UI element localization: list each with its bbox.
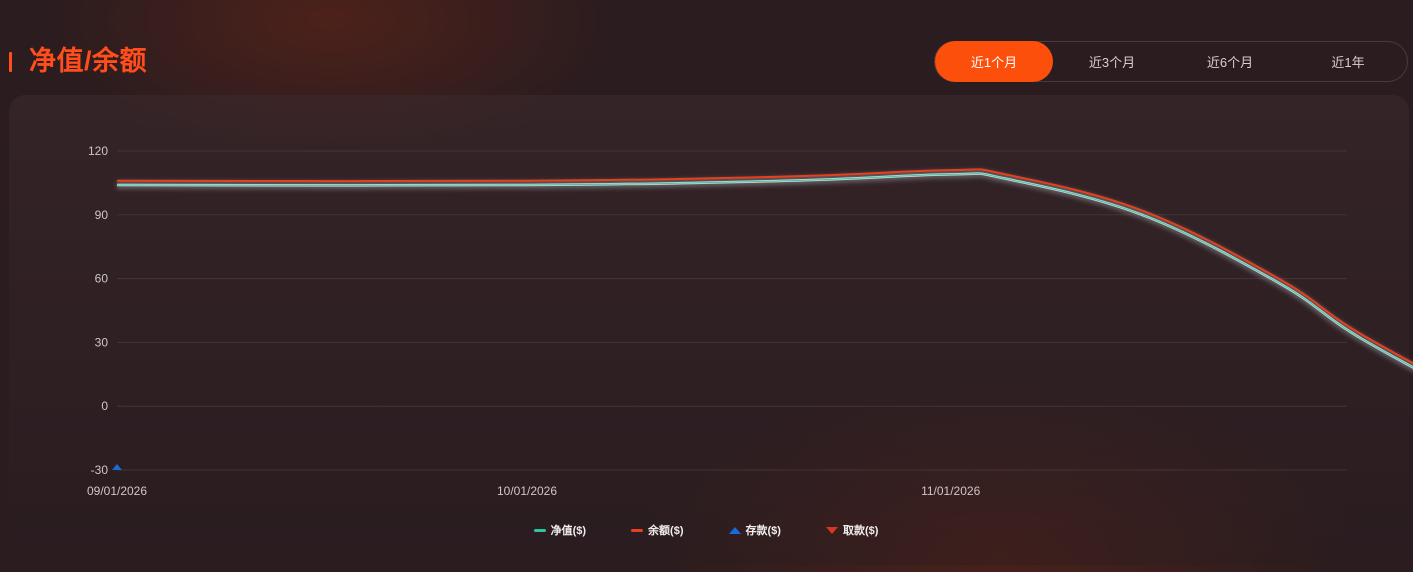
net-value-line-core (116, 172, 1413, 369)
legend-item-net-value[interactable]: 净值($) (533, 522, 587, 538)
net-value-line-glow (116, 169, 1413, 373)
y-tick-label: 0 (101, 399, 108, 413)
title-accent-bar (9, 52, 12, 72)
legend-item-withdrawal[interactable]: 取款($) (825, 522, 879, 538)
balance-swatch (631, 528, 644, 532)
triangle-up-icon (728, 526, 741, 534)
x-tick-label: 11/01/2026 (921, 484, 980, 498)
y-tick-label: 60 (95, 272, 109, 286)
triangle-down-icon (825, 526, 838, 534)
x-tick-label: 10/01/2026 (497, 484, 557, 498)
x-tick-label: 09/01/2026 (87, 484, 147, 498)
legend-label-deposit: 存款($) (745, 525, 781, 537)
y-tick-label: 30 (95, 335, 109, 349)
tab-3-months[interactable]: 近3个月 (1088, 54, 1136, 70)
legend-item-deposit[interactable]: 存款($) (728, 522, 781, 538)
net-value-line (116, 173, 1413, 369)
chart-legend: 净值($) 余额($) 存款($) 取款($) (0, 521, 1413, 539)
legend-label-net-value: 净值($) (550, 525, 587, 537)
legend-item-balance[interactable]: 余额($) (631, 522, 684, 538)
period-tabs: 近1个月 近3个月 近6个月 近1年 (934, 40, 1408, 82)
legend-label-balance: 余额($) (648, 525, 684, 537)
tab-1-year[interactable]: 近1年 (1331, 54, 1365, 70)
deposit-marker (112, 464, 122, 470)
net-value-swatch (533, 528, 546, 532)
chart-panel (9, 95, 1409, 565)
y-tick-label: 90 (95, 208, 109, 222)
balance-line (116, 168, 1413, 365)
tab-1-month[interactable]: 近1个月 (935, 40, 1053, 82)
page-title: 净值/余额 (29, 46, 148, 76)
y-tick-label: 120 (88, 144, 108, 158)
y-tick-label: -30 (91, 463, 109, 477)
tab-6-months[interactable]: 近6个月 (1206, 54, 1254, 70)
legend-label-withdrawal: 取款($) (842, 525, 879, 537)
